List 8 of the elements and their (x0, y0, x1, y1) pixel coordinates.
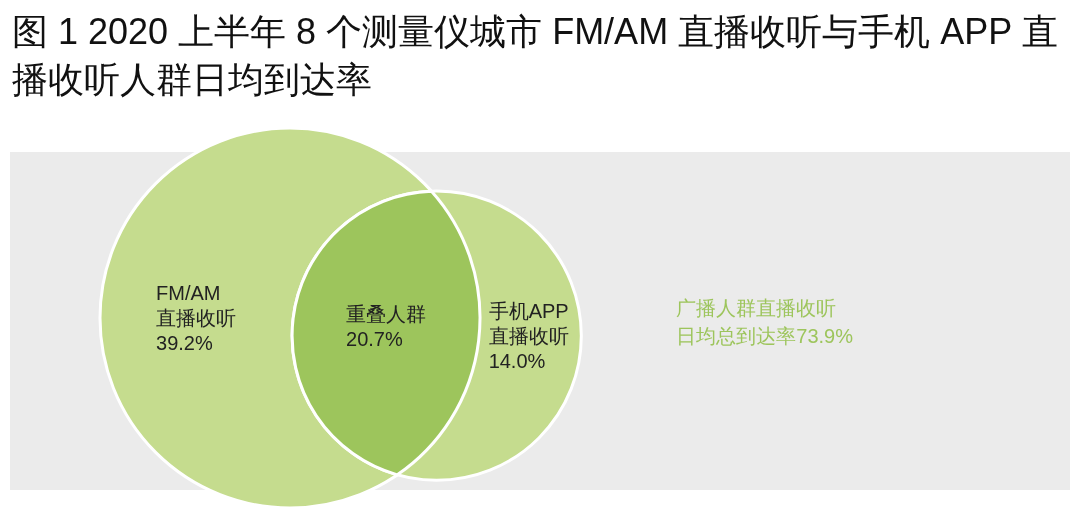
category-label: FM/AM直播收听 (156, 280, 237, 331)
data-label: 14.0% (488, 348, 547, 374)
data-label: 39.2% (156, 330, 214, 356)
text: 广播人群直播收听日均总到达率73.9% (676, 295, 854, 349)
category-label: 重叠人群 (346, 301, 427, 327)
data-label: 20.7% (346, 326, 404, 352)
category-label: 手机APP直播收听 (488, 298, 569, 349)
text: 图 1 2020 上半年 8 个测量仪城市 FM/AM 直播收听与手机 APP 直播收听人群日均到达率 (12, 10, 1059, 102)
